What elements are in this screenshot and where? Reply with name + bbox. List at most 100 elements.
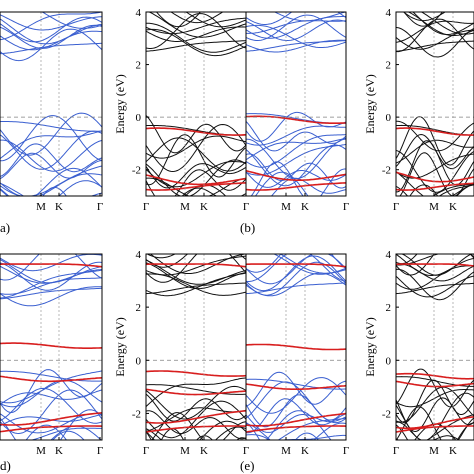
conduction-band [0,18,102,45]
k-point-label-m: M [429,201,439,213]
bands-d [0,254,102,440]
valence-band [0,370,102,404]
valence-band-maximum [146,384,246,395]
conduction-band-minimum [0,42,102,55]
panel-frame [395,253,474,441]
energy-tick-label: 4 [136,249,142,261]
conduction-band [148,12,246,38]
valence-band [432,183,474,196]
valence-band-maximum [396,376,474,387]
conduction-band [412,12,474,35]
valence-band [0,387,102,424]
highlighted-band [146,263,246,268]
valence-band [396,413,474,440]
highlighted-band [0,263,102,268]
conduction-band [396,265,474,290]
valence-band [0,389,102,435]
panel-label-a: a) [0,220,10,235]
highlighted-band [396,182,474,191]
valence-band [146,134,246,186]
k-point-label-gamma: Γ [97,201,103,213]
conduction-band [41,12,102,29]
highlighted-band [0,342,102,349]
conduction-band [396,254,474,265]
conduction-band [273,12,346,22]
valence-band [396,150,474,193]
k-point-label-gamma: Γ [393,445,399,457]
conduction-band [246,14,346,41]
valence-band [246,381,346,424]
highlighted-band [396,127,474,136]
conduction-band [403,12,444,27]
panel-label-d: d) [0,458,11,473]
energy-tick-label: 4 [386,7,392,19]
valence-band [438,184,474,196]
highlighted-band [246,412,346,427]
highlighted-band [146,127,246,136]
conduction-band [185,12,246,28]
energy-tick-label: 0 [386,112,392,124]
highlighted-band [246,425,346,433]
valence-band [146,377,246,407]
energy-axis-f: 4 2 0 -2 Energy (eV) [363,249,399,420]
valence-band-maximum [0,370,102,382]
conduction-band [0,258,102,284]
panel-label-b: (b) [240,220,255,235]
k-point-label-gamma: Γ [243,445,249,457]
valence-band [399,152,474,196]
valence-band [246,143,346,176]
conduction-band [402,12,447,22]
valence-band [396,368,474,408]
k-point-label-gamma: Γ [143,445,149,457]
k-point-label-gamma: Γ [243,201,249,213]
conduction-band [246,255,346,292]
panel-frame [245,253,347,441]
highlighted-band [246,343,346,351]
energy-tick-label: -2 [132,408,141,420]
k-point-label-m: M [36,445,46,457]
valence-band [396,389,474,408]
conduction-band [0,254,102,272]
valence-band [146,420,246,440]
valence-band [146,426,246,440]
energy-axis-c: 4 2 0 -2 Energy (eV) [363,7,399,177]
highlighted-band [146,174,246,186]
conduction-band [246,261,346,296]
conduction-band [273,254,346,275]
valence-band [265,410,332,440]
valence-band [146,393,246,422]
bands-e2 [246,254,346,440]
panel-label-e: (e) [240,458,254,473]
valence-band [146,400,246,439]
k-point-label-k: K [55,201,63,213]
conduction-band [246,15,346,39]
bands-e1 [146,254,246,440]
energy-axis-label: Energy (eV) [363,317,377,376]
conduction-band [0,265,102,284]
highlighted-band [0,425,102,433]
valence-band [51,430,85,440]
valence-band [396,184,474,196]
panel-frame [245,11,347,197]
energy-tick-label: -2 [132,165,141,177]
conduction-band [246,254,346,285]
highlighted-band [146,410,246,424]
conduction-band [396,254,474,276]
valence-band [146,137,246,172]
panel-frame [395,11,474,197]
highlighted-band [146,182,246,191]
k-point-label-m: M [180,445,190,457]
conduction-band [246,254,346,282]
k-point-label-k: K [55,445,63,457]
conduction-band [146,13,246,49]
valence-band [146,161,246,188]
bands-b2 [246,12,346,196]
conduction-band [246,39,346,53]
k-point-label-m: M [36,201,46,213]
k-point-label-m: M [180,201,190,213]
conduction-band [0,261,102,291]
energy-tick-label: 2 [386,60,392,72]
valence-band [0,152,102,180]
